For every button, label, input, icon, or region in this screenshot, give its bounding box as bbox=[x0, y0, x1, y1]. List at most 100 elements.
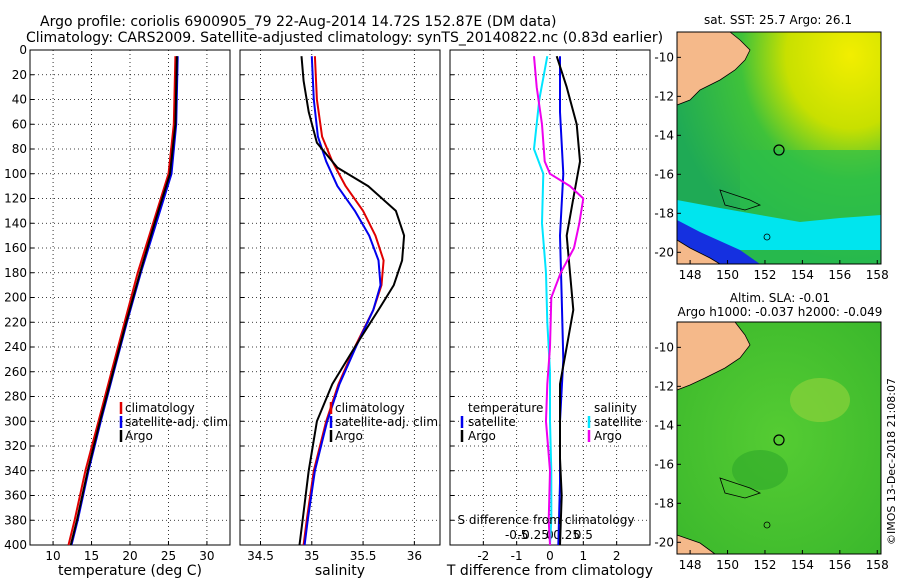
map-x-tick-label: 154 bbox=[791, 558, 814, 572]
map-x-tick-label: 148 bbox=[679, 558, 702, 572]
x-tick-label: -2 bbox=[477, 549, 489, 563]
y-tick-label: 0 bbox=[19, 43, 27, 57]
x-tick-label: 1 bbox=[580, 549, 588, 563]
figure-title-line1: Argo profile: coriolis 6900905_79 22-Aug… bbox=[40, 14, 556, 30]
legend-label-climatology: climatology bbox=[335, 401, 405, 415]
series-line-argo bbox=[298, 56, 406, 546]
sla-argo-marker bbox=[773, 434, 785, 446]
figure-title-line2: Climatology: CARS2009. Satellite-adjuste… bbox=[26, 30, 663, 46]
series-line-s-satellite bbox=[533, 56, 553, 546]
sla-reef-outline bbox=[719, 477, 762, 499]
y-tick-label: 80 bbox=[12, 142, 27, 156]
x-tick-label: 34.5 bbox=[247, 549, 274, 563]
difference-xlabel: T difference from climatology bbox=[446, 563, 653, 579]
x2-tick-label: 0.5 bbox=[574, 528, 593, 542]
sla-map-frame bbox=[676, 321, 882, 555]
map-x-tick-label: 152 bbox=[754, 268, 777, 282]
watermark: ©IMOS 13-Dec-2018 21:08:07 bbox=[885, 378, 898, 545]
y-tick-label: 260 bbox=[4, 365, 27, 379]
y-tick-label: 360 bbox=[4, 489, 27, 503]
sst-cool-water bbox=[677, 200, 881, 250]
s-difference-label: S difference from climatology bbox=[458, 513, 635, 527]
y-tick-label: 340 bbox=[4, 464, 27, 478]
x-tick-label: 30 bbox=[199, 549, 214, 563]
sst-map-title: sat. SST: 25.7 Argo: 26.1 bbox=[704, 13, 852, 27]
sst-map bbox=[676, 31, 882, 265]
map-y-tick-label: -16 bbox=[654, 167, 674, 181]
map-y-tick-label: -14 bbox=[654, 418, 674, 432]
map-y-tick-label: -20 bbox=[654, 535, 674, 549]
map-y-tick-label: -20 bbox=[654, 245, 674, 259]
x-tick-label: 35 bbox=[304, 549, 319, 563]
map-x-tick-label: 158 bbox=[866, 268, 889, 282]
x-tick-label: 0 bbox=[546, 549, 554, 563]
sla-land-mass bbox=[676, 321, 751, 391]
y-tick-label: 20 bbox=[12, 68, 27, 82]
series-line-satellite-adj-clim- bbox=[303, 56, 382, 546]
legend-title-temperature: temperature bbox=[468, 401, 543, 415]
sla-high-patch bbox=[790, 378, 850, 422]
salinity-axes: 34.5 35 35.5 36 bbox=[240, 49, 440, 563]
legend-label-s-argo: Argo bbox=[594, 429, 622, 443]
map-y-tick-label: -10 bbox=[654, 50, 674, 64]
legend-label-satellite: satellite-adj. clim. bbox=[335, 415, 442, 429]
series-line-s-argo bbox=[533, 56, 585, 546]
map-x-tick-label: 156 bbox=[828, 558, 851, 572]
x-tick-label: 20 bbox=[122, 549, 137, 563]
map-y-tick-label: -16 bbox=[654, 457, 674, 471]
legend-label-argo: Argo bbox=[335, 429, 363, 443]
sst-land-mass bbox=[676, 31, 751, 106]
y-tick-label: 300 bbox=[4, 414, 27, 428]
map-x-tick-label: 154 bbox=[791, 268, 814, 282]
temperature-axes: 0 20 40 60 80 100 120 140 160 180 200 220 240 260 280 3… bbox=[4, 43, 230, 563]
sla-map-axes: 148 150 152 154 156 158 -10 -12 -14 -16 -18 -20 bbox=[654, 340, 888, 572]
series-line-climatology bbox=[302, 56, 385, 546]
map-y-tick-label: -12 bbox=[654, 379, 674, 393]
y-tick-label: 380 bbox=[4, 513, 27, 527]
map-y-tick-label: -12 bbox=[654, 89, 674, 103]
x2-tick-label: -0.25 bbox=[518, 528, 549, 542]
x-tick-label: 2 bbox=[613, 549, 621, 563]
legend-label-satellite: satellite-adj. clim. bbox=[125, 415, 232, 429]
sst-argo-marker bbox=[773, 144, 785, 156]
sst-map-axes: 148 150 152 154 156 158 -10 -12 -14 -16 -18 -20 bbox=[654, 50, 888, 282]
y-tick-label: 180 bbox=[4, 266, 27, 280]
legend-label-t-satellite: satellite bbox=[468, 415, 516, 429]
series-line-climatology bbox=[67, 56, 177, 546]
map-y-tick-label: -18 bbox=[654, 496, 674, 510]
x-tick-label: 36 bbox=[407, 549, 422, 563]
y-tick-label: 200 bbox=[4, 291, 27, 305]
y-tick-label: 320 bbox=[4, 439, 27, 453]
difference-legend: temperature satellite Argo salinity sate… bbox=[460, 401, 642, 443]
series-line-argo bbox=[69, 56, 178, 546]
map-y-tick-label: -10 bbox=[654, 340, 674, 354]
sla-reef-dot bbox=[763, 521, 771, 529]
temperature-xlabel: temperature (deg C) bbox=[58, 563, 202, 579]
y-tick-label: 40 bbox=[12, 93, 27, 107]
map-x-tick-label: 158 bbox=[866, 558, 889, 572]
salinity-xlabel: salinity bbox=[315, 563, 365, 579]
x-tick-label: 35.5 bbox=[350, 549, 377, 563]
y-tick-label: 240 bbox=[4, 340, 27, 354]
map-x-tick-label: 156 bbox=[828, 268, 851, 282]
sst-map-frame bbox=[676, 31, 882, 265]
x-tick-label: 10 bbox=[45, 549, 60, 563]
sla-low-patch bbox=[732, 450, 788, 490]
legend-label-climatology: climatology bbox=[125, 401, 195, 415]
x-tick-label: 15 bbox=[84, 549, 99, 563]
legend-title-salinity: salinity bbox=[594, 401, 637, 415]
y-tick-label: 280 bbox=[4, 390, 27, 404]
y-tick-label: 400 bbox=[4, 538, 27, 552]
sla-map bbox=[676, 321, 882, 555]
legend-label-t-argo: Argo bbox=[468, 429, 496, 443]
map-x-tick-label: 152 bbox=[754, 558, 777, 572]
series-line-t-argo bbox=[555, 55, 581, 546]
map-y-tick-label: -14 bbox=[654, 128, 674, 142]
x-tick-label: 25 bbox=[161, 549, 176, 563]
map-x-tick-label: 150 bbox=[716, 268, 739, 282]
map-x-tick-label: 150 bbox=[716, 558, 739, 572]
y-tick-label: 120 bbox=[4, 192, 27, 206]
x-tick-label: -1 bbox=[511, 549, 523, 563]
sst-reef-outline bbox=[719, 189, 762, 211]
y-tick-label: 60 bbox=[12, 117, 27, 131]
